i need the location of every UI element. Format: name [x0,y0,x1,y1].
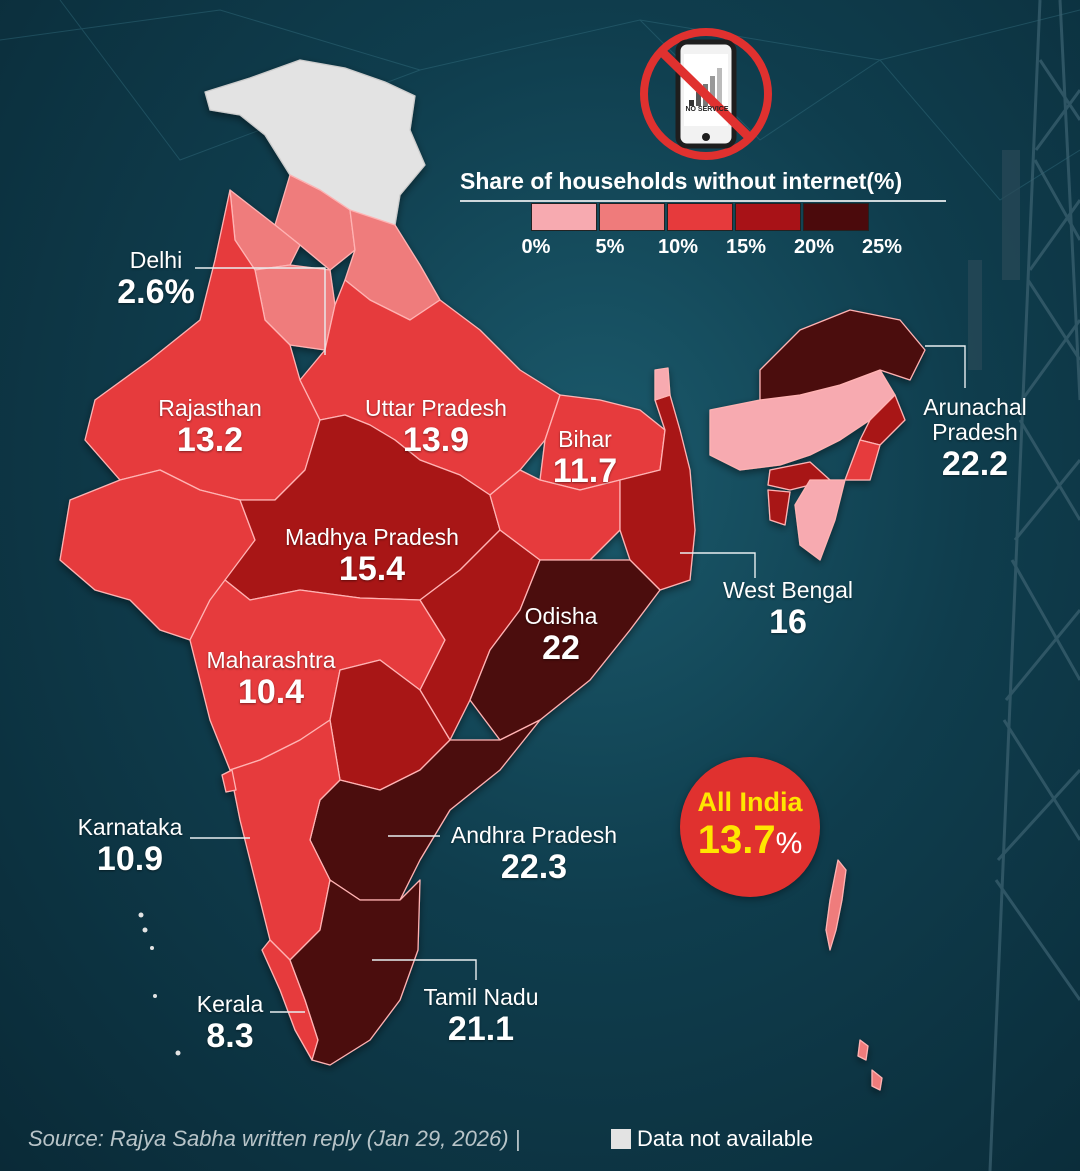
label-bihar: Bihar 11.7 [530,426,640,491]
state-value: 22.3 [500,848,568,886]
legend-tick-label: 25% [861,236,903,258]
region-tripura [767,489,791,526]
legend-tick-label: 15% [725,236,767,258]
na-swatch [611,1129,631,1149]
legend-tick-label: 5% [595,236,625,258]
data-not-available-key: Data not available [611,1126,813,1152]
legend-tick-label: 10% [657,236,699,258]
state-value: 16 [769,603,807,641]
state-name: Bihar [558,426,612,452]
region-jammu-kashmir [204,59,426,226]
legend-swatch [599,203,665,231]
state-name: Madhya Pradesh [285,524,459,550]
state-value: 8.3 [206,1017,254,1055]
state-name: West Bengal [723,577,853,603]
label-andhra-pradesh: Andhra Pradesh 22.3 [436,822,632,887]
legend-swatch [803,203,869,231]
label-tamil-nadu: Tamil Nadu 21.1 [406,984,556,1049]
state-name: Karnataka [77,814,183,840]
legend-tick-label: 20% [793,236,835,258]
state-value: 10.4 [237,673,305,711]
cell-tower-graphic [968,0,1080,1171]
state-value: 11.7 [552,452,618,490]
state-value: 22 [542,629,580,667]
label-madhya-pradesh: Madhya Pradesh 15.4 [262,524,482,589]
region-karnataka [229,719,341,961]
legend-swatch [531,203,597,231]
legend-divider [460,200,946,202]
source-note: Source: Rajya Sabha written reply (Jan 2… [28,1126,521,1151]
state-value: 13.9 [402,421,470,459]
state-value: 15.4 [338,550,406,588]
state-value: 13.2 [176,421,244,459]
label-karnataka: Karnataka 10.9 [60,814,200,879]
state-name: Kerala [196,991,264,1017]
region-nagaland [859,394,906,446]
state-name: Arunachal Pradesh [923,394,1027,445]
state-value: 2.6% [117,273,195,311]
label-maharashtra: Maharashtra 10.4 [186,647,356,712]
state-value: 21.1 [447,1010,515,1048]
state-value: 10.9 [96,840,164,878]
state-name: Andhra Pradesh [450,822,618,848]
region-nicobar-islands [857,1039,883,1091]
leader-lines [190,267,966,1013]
label-arunachal-pradesh: Arunachal Pradesh 22.2 [910,394,1040,484]
all-india-value: 13.7% [680,818,820,866]
state-name: Delhi [129,247,183,273]
all-india-badge: All India 13.7% [680,757,820,897]
state-name: Maharashtra [206,647,336,673]
state-name: Rajasthan [158,395,262,421]
icon-caption: NO SERVICE [685,106,729,113]
all-india-label: All India [697,787,803,817]
all-india-unit: % [775,827,803,860]
legend-swatch [667,203,733,231]
legend-swatch [735,203,801,231]
state-value: 22.2 [941,445,1009,483]
label-uttar-pradesh: Uttar Pradesh 13.9 [346,395,526,460]
label-rajasthan: Rajasthan 13.2 [130,395,290,460]
region-mizoram [794,479,846,561]
region-manipur [844,439,881,481]
region-tamil-nadu [289,879,421,1066]
region-lakshadweep [138,912,181,1056]
na-label: Data not available [637,1126,814,1151]
all-india-number: 13.7 [697,818,776,862]
region-andaman-islands [825,859,847,951]
label-delhi: Delhi 2.6% [96,247,216,312]
region-goa [221,769,237,793]
region-odisha [469,559,661,741]
state-name: Tamil Nadu [423,984,539,1010]
state-name: Uttar Pradesh [365,395,507,421]
legend-title: Share of households without internet(%) [460,168,903,194]
state-name: Odisha [524,603,598,629]
region-arunachal-pradesh [759,309,926,401]
region-sikkim [654,367,671,401]
label-west-bengal: West Bengal 16 [703,577,873,642]
legend-tick-label: 0% [521,236,551,258]
label-odisha: Odisha 22 [506,603,616,668]
label-kerala: Kerala 8.3 [180,991,280,1056]
no-signal-phone-icon [640,28,772,160]
